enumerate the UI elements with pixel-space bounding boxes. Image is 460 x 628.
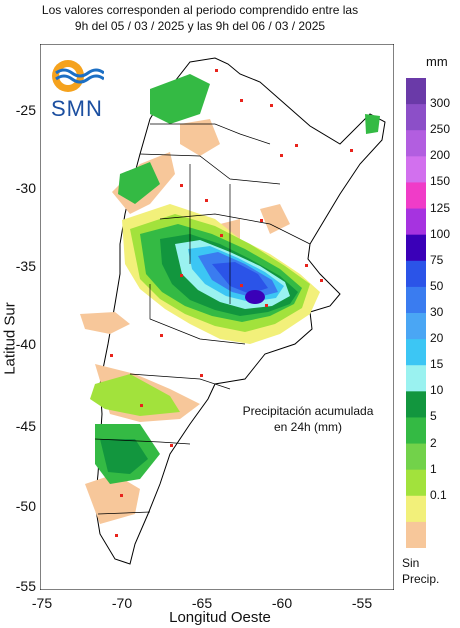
y-axis-label: Latitud Sur <box>1 302 19 375</box>
annotation-line-2: en 24h (mm) <box>273 420 343 434</box>
legend-label: 15 <box>430 357 444 372</box>
legend-swatch <box>406 339 426 366</box>
legend-label: 30 <box>430 305 444 319</box>
station-markers <box>110 69 353 537</box>
legend-swatch <box>406 104 426 131</box>
legend-label: 250 <box>430 122 451 137</box>
legend-swatch <box>406 234 426 262</box>
legend-swatch <box>406 313 426 340</box>
x-axis-label: Longitud Oeste <box>169 609 271 626</box>
legend-label: 75 <box>430 252 444 267</box>
legend-label: 50 <box>430 278 444 293</box>
legend-swatch <box>406 495 426 523</box>
legend-swatch <box>406 365 426 392</box>
legend-swatch <box>406 286 426 314</box>
legend-swatch <box>406 469 426 497</box>
y-tick-label: -40 <box>15 336 36 352</box>
legend-label: 20 <box>430 331 444 346</box>
legend-label: 150 <box>430 174 451 189</box>
legend-label: 1 <box>430 461 437 476</box>
annotation-line-1: Precipitación acumulada <box>242 404 374 418</box>
y-tick-label: -55 <box>15 578 36 594</box>
y-tick-label: -30 <box>15 180 36 196</box>
legend-label: 5 <box>430 409 437 424</box>
legend-label: 125 <box>430 200 451 215</box>
x-tick-label: -70 <box>111 595 133 611</box>
smn-logo-icon <box>52 60 104 92</box>
x-tick-label: -75 <box>31 595 53 611</box>
legend-swatch <box>406 391 426 418</box>
legend-no-precip-2: Precip. <box>402 572 440 586</box>
legend-label: 200 <box>430 148 451 163</box>
logo-text: SMN <box>51 96 103 121</box>
legend-swatch <box>406 182 426 210</box>
legend-unit: mm <box>426 54 448 69</box>
y-tick-label: -45 <box>15 418 36 434</box>
legend-label: 0.1 <box>430 487 447 502</box>
x-tick-label: -60 <box>271 595 293 611</box>
legend-swatch <box>406 208 426 236</box>
legend-swatch <box>406 130 426 157</box>
legend-no-precip-1: Sin <box>402 556 420 570</box>
legend-label: 100 <box>430 226 451 241</box>
legend-swatch <box>406 443 426 471</box>
color-legend <box>406 78 426 548</box>
legend-label: 2 <box>430 435 437 450</box>
legend-swatch <box>406 417 426 445</box>
header-line-2: 9h del 05 / 03 / 2025 y las 9h del 06 / … <box>74 19 326 33</box>
x-tick-label: -55 <box>351 595 373 611</box>
y-tick-label: -25 <box>15 102 36 118</box>
legend-swatch <box>406 156 426 183</box>
legend-swatch <box>406 521 426 548</box>
legend-swatch <box>406 260 426 288</box>
y-tick-label: -50 <box>15 498 36 514</box>
legend-swatch <box>406 78 426 105</box>
legend-label: 10 <box>430 383 444 398</box>
x-tick-label: -65 <box>191 595 213 611</box>
header-line-1: Los valores corresponden al periodo comp… <box>41 3 359 17</box>
legend-label: 300 <box>430 96 451 111</box>
precipitation-map <box>40 44 394 590</box>
y-tick-label: -35 <box>15 258 36 274</box>
